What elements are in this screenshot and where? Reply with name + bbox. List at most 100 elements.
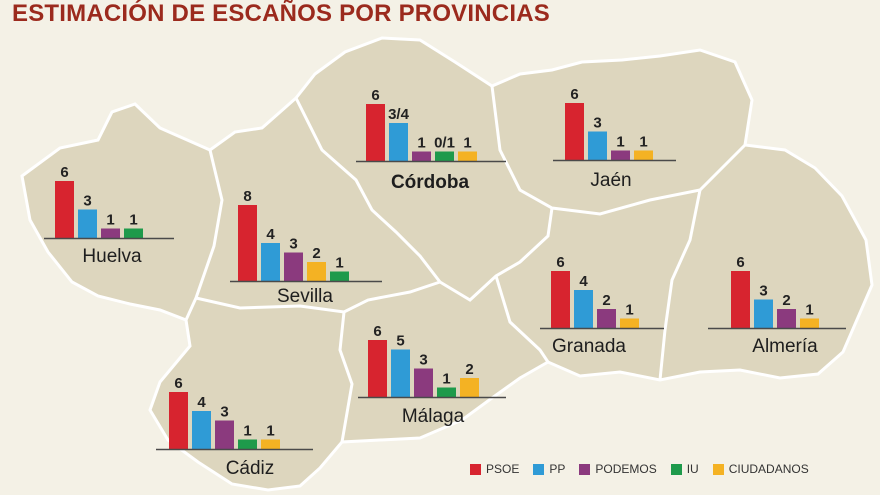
- bar-value-label: 5: [396, 333, 404, 350]
- legend-label: PP: [549, 462, 566, 476]
- legend-item-iu: IU: [670, 462, 699, 476]
- bar-psoe: [169, 392, 188, 449]
- bar-value-label: 4: [266, 226, 275, 243]
- province-label: Málaga: [402, 406, 465, 427]
- legend-label: IU: [686, 462, 699, 476]
- bar-iu: [437, 387, 456, 397]
- bar-value-label: 3: [289, 236, 297, 253]
- bar-value-label: 6: [736, 254, 744, 271]
- legend-swatch-pp: [533, 463, 545, 475]
- legend-item-psoe: PSOE: [470, 462, 519, 476]
- bar-ciudadanos: [620, 318, 639, 328]
- bar-podemos: [215, 420, 234, 449]
- bar-value-label: 0/1: [434, 135, 455, 152]
- bar-pp: [192, 411, 211, 449]
- page-title: ESTIMACIÓN DE ESCAÑOS POR PROVINCIAS: [12, 0, 550, 27]
- legend-item-ciudadanos: CIUDADANOS: [712, 462, 809, 476]
- bar-iu: [124, 228, 143, 238]
- bar-value-label: 6: [60, 164, 68, 181]
- bar-value-label: 3: [593, 115, 601, 132]
- bar-ciudadanos: [307, 262, 326, 281]
- bar-ciudadanos: [261, 439, 280, 449]
- bar-value-label: 1: [335, 255, 343, 272]
- legend-swatch-ciudadanos: [712, 463, 724, 475]
- bar-psoe: [238, 205, 257, 281]
- bar-iu: [435, 151, 454, 161]
- bar-value-label: 4: [197, 394, 206, 411]
- bar-psoe: [368, 340, 387, 397]
- bar-podemos: [284, 252, 303, 281]
- bar-value-label: 1: [129, 212, 137, 229]
- bar-pp: [391, 349, 410, 397]
- province-group-cordoba: 6 3/4 1 0/1 1 Córdoba: [356, 87, 506, 193]
- legend-swatch-podemos: [579, 463, 591, 475]
- bar-podemos: [597, 309, 616, 328]
- bar-value-label: 1: [616, 134, 624, 151]
- bar-psoe: [565, 103, 584, 160]
- bar-value-label: 2: [782, 292, 790, 309]
- bar-value-label: 6: [570, 86, 578, 103]
- legend-item-podemos: PODEMOS: [579, 462, 657, 476]
- bar-ciudadanos: [800, 318, 819, 328]
- bar-podemos: [412, 151, 431, 161]
- legend-swatch-psoe: [470, 463, 481, 475]
- bar-value-label: 1: [243, 423, 251, 440]
- province-label: Almería: [752, 336, 818, 357]
- bar-pp: [261, 243, 280, 281]
- bar-psoe: [55, 181, 74, 238]
- bar-iu: [330, 271, 349, 281]
- bar-value-label: 1: [417, 135, 425, 152]
- legend-swatch-iu: [670, 463, 682, 475]
- bar-value-label: 1: [805, 302, 813, 319]
- bar-value-label: 1: [106, 212, 114, 229]
- province-label: Huelva: [82, 246, 142, 267]
- bar-ciudadanos: [458, 151, 477, 161]
- legend-label: PODEMOS: [595, 462, 657, 476]
- bar-psoe: [731, 271, 750, 328]
- bar-podemos: [414, 368, 433, 397]
- bar-ciudadanos: [460, 378, 479, 397]
- bar-pp: [574, 290, 593, 328]
- bar-psoe: [366, 104, 385, 161]
- bar-podemos: [777, 309, 796, 328]
- bar-value-label: 2: [312, 245, 320, 262]
- bar-pp: [78, 209, 97, 238]
- bar-value-label: 6: [373, 323, 381, 340]
- legend-item-pp: PP: [533, 462, 565, 476]
- bar-psoe: [551, 271, 570, 328]
- bar-value-label: 1: [639, 134, 647, 151]
- bar-value-label: 6: [174, 375, 182, 392]
- bar-iu: [238, 439, 257, 449]
- legend-label: PSOE: [486, 462, 520, 476]
- province-label: Jaén: [590, 170, 631, 191]
- bar-value-label: 4: [579, 273, 588, 290]
- bar-value-label: 1: [625, 302, 633, 319]
- bar-value-label: 3: [759, 283, 767, 300]
- bar-pp: [389, 123, 408, 161]
- legend-label: CIUDADANOS: [728, 462, 809, 476]
- province-label: Sevilla: [277, 286, 333, 307]
- bar-value-label: 1: [442, 371, 450, 388]
- legend: PSOE PP PODEMOS IU CIUDADANOS: [470, 462, 809, 476]
- bar-pp: [754, 299, 773, 328]
- bar-value-label: 3: [83, 193, 91, 210]
- bar-value-label: 2: [602, 292, 610, 309]
- province-label: Granada: [552, 336, 626, 357]
- bar-value-label: 3/4: [388, 106, 410, 123]
- bar-value-label: 8: [243, 188, 251, 205]
- bar-value-label: 1: [266, 423, 274, 440]
- bar-value-label: 6: [371, 87, 379, 104]
- province-label: Córdoba: [391, 172, 470, 193]
- bar-podemos: [101, 228, 120, 238]
- province-label: Cádiz: [226, 458, 275, 479]
- bar-value-label: 3: [220, 404, 228, 421]
- bar-pp: [588, 131, 607, 160]
